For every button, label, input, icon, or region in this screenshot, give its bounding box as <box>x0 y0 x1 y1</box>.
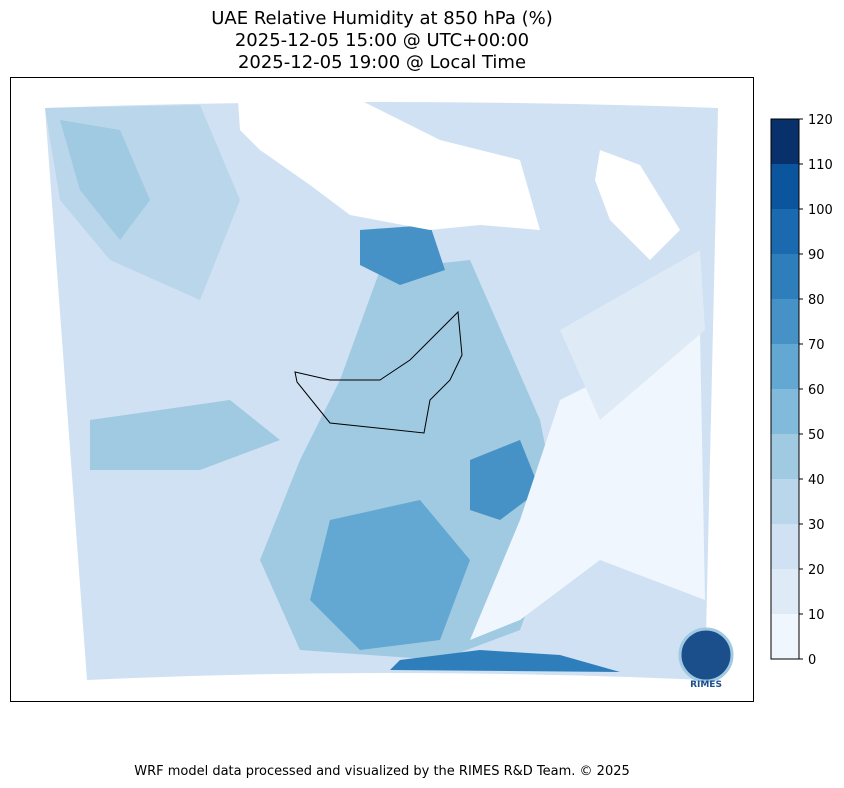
colorbar-tick-label: 10 <box>808 608 825 623</box>
humidity-region <box>310 500 470 650</box>
missing-data <box>595 150 680 260</box>
logo-circle <box>678 627 734 683</box>
colorbar-tick-label: 20 <box>808 563 825 578</box>
colorbar-segment <box>771 479 799 524</box>
colorbar-tick-label: 30 <box>808 518 825 533</box>
colorbar-segment <box>771 569 799 614</box>
map <box>45 100 718 680</box>
humidity-region <box>560 250 705 420</box>
title-line: 2025-12-05 19:00 @ Local Time <box>238 52 526 73</box>
colorbar-tick-label: 40 <box>808 473 825 488</box>
colorbar-segment <box>771 614 799 659</box>
missing-data <box>238 100 540 230</box>
humidity-region <box>390 650 620 672</box>
logo: RIMES <box>678 627 734 690</box>
colorbar-tick-label: 100 <box>808 203 833 218</box>
colorbar-tick-label: 120 <box>808 113 833 128</box>
colorbar-segment <box>771 164 799 209</box>
logo-label: RIMES <box>690 680 722 690</box>
colorbar-tick-label: 50 <box>808 428 825 443</box>
humidity-region <box>470 440 540 520</box>
colorbar-segment <box>771 209 799 254</box>
colorbar-segment <box>771 254 799 299</box>
title-line: 2025-12-05 15:00 @ UTC+00:00 <box>235 30 529 51</box>
colorbar-segment <box>771 299 799 344</box>
colorbar-segment <box>771 524 799 569</box>
humidity-region <box>60 120 150 240</box>
title-line: UAE Relative Humidity at 850 hPa (%) <box>211 8 552 29</box>
colorbar-segment <box>771 389 799 434</box>
humidity-region <box>360 225 445 285</box>
colorbar-tick-label: 0 <box>808 653 816 668</box>
colorbar-tick-label: 110 <box>808 158 833 173</box>
uae-border <box>294 310 463 434</box>
colorbar-tick-label: 80 <box>808 293 825 308</box>
humidity-region <box>470 330 705 640</box>
colorbar-segment <box>771 119 799 164</box>
colorbar-segment <box>771 434 799 479</box>
colorbar-tick-label: 60 <box>808 383 825 398</box>
colorbar-segment <box>771 344 799 389</box>
colorbar-tick-label: 70 <box>808 338 825 353</box>
humidity-region <box>90 400 280 470</box>
footer: WRF model data processed and visualized … <box>134 764 630 779</box>
colorbar-tick-label: 90 <box>808 248 825 263</box>
colorbar: 0 10 20 30 40 50 60 70 80 90 100 110 120 <box>770 113 833 668</box>
